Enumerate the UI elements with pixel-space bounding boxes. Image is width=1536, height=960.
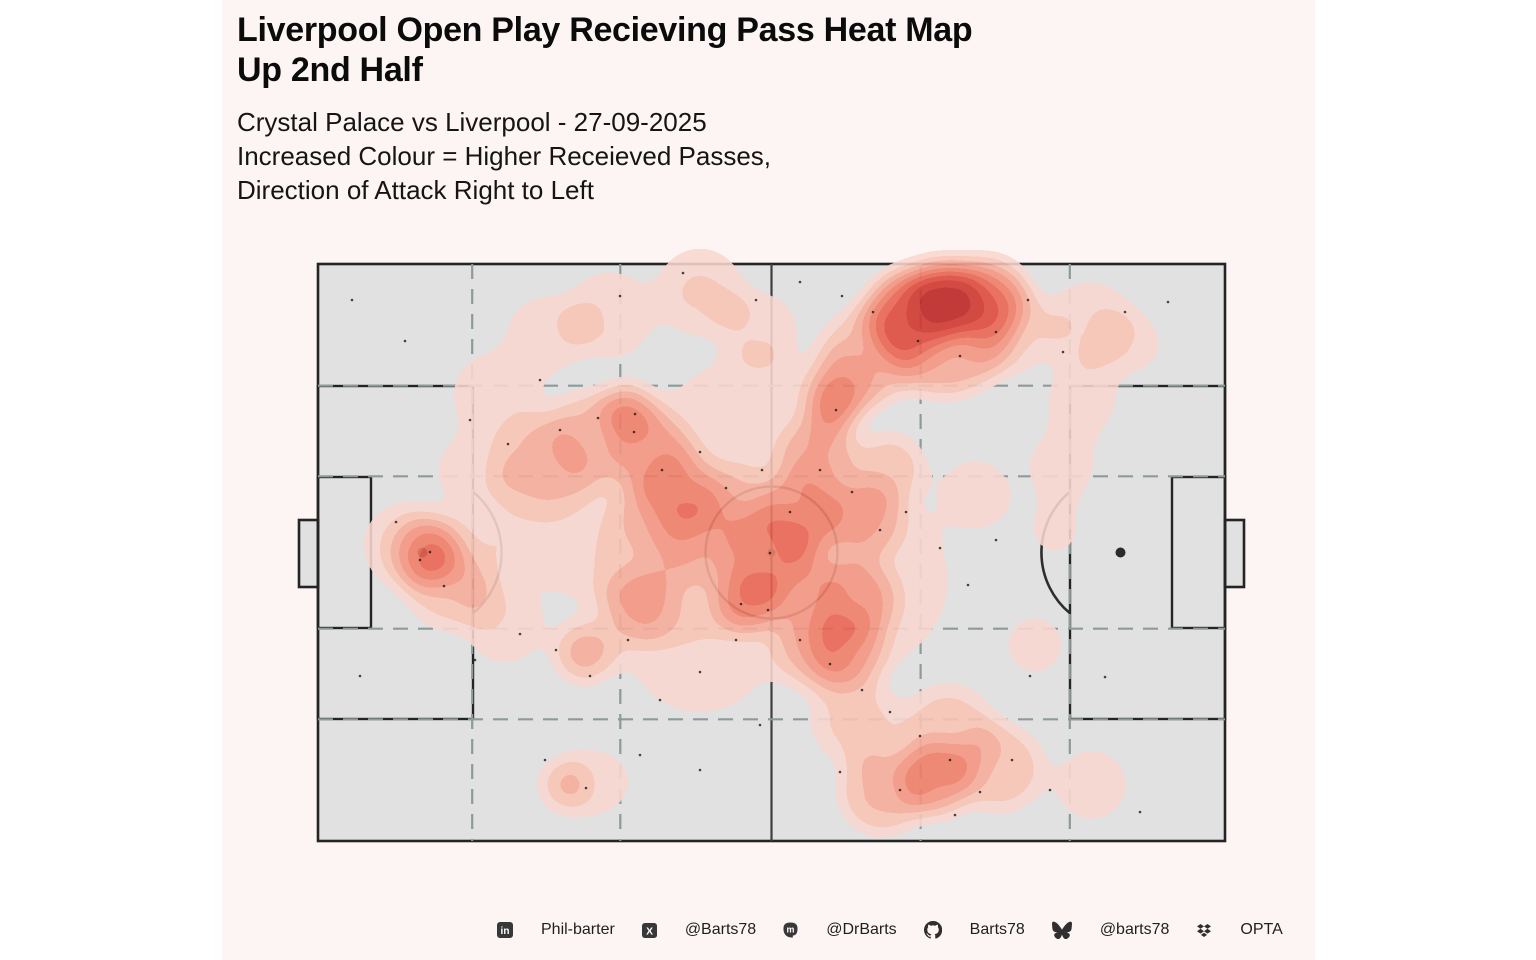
pass-receipt-points: [350, 271, 1170, 817]
subtitle-colour-note: Increased Colour = Higher Receieved Pass…: [237, 141, 772, 171]
goal-left: [297, 518, 320, 589]
bluesky-credit: @barts78: [1051, 921, 1170, 939]
kde-heat-layer: [360, 247, 1170, 834]
github-icon: [923, 921, 942, 939]
svg-text:X: X: [646, 926, 653, 937]
mastodon-credit: m @DrBarts: [783, 921, 897, 939]
svg-text:in: in: [501, 926, 510, 937]
chart-title-line-2: Up 2nd Half: [237, 51, 423, 89]
svg-text:m: m: [787, 924, 795, 934]
dropbox-icon: [1197, 923, 1212, 937]
x-handle: @Barts78: [684, 921, 757, 938]
subtitle-attack-direction: Direction of Attack Right to Left: [237, 175, 594, 205]
subtitle-match: Crystal Palace vs Liverpool - 27-09-2025: [237, 107, 707, 137]
chart-subtitle: Crystal Palace vs Liverpool - 27-09-2025…: [237, 105, 972, 207]
mastodon-handle: @DrBarts: [826, 921, 897, 938]
dropbox-credit: OPTA: [1196, 921, 1283, 939]
footer-credits: in Phil-barter X @Barts78 m @DrBarts Bar…: [497, 921, 1283, 939]
mastodon-icon: m: [783, 922, 798, 938]
chart-title-line-1: Liverpool Open Play Recieving Pass Heat …: [237, 11, 973, 49]
x-icon: X: [641, 922, 657, 938]
x-credit: X @Barts78: [641, 921, 757, 939]
data-provider: OPTA: [1240, 921, 1283, 938]
linkedin-credit: in Phil-barter: [497, 921, 615, 939]
linkedin-handle: Phil-barter: [541, 921, 615, 938]
bluesky-icon: [1051, 921, 1072, 939]
penalty-spot-right: [1115, 547, 1126, 558]
bluesky-handle: @barts78: [1099, 921, 1170, 938]
linkedin-icon: in: [497, 922, 513, 938]
header: Liverpool Open Play Recieving Pass Heat …: [237, 10, 973, 207]
goal-right: [1223, 518, 1246, 589]
github-handle: Barts78: [969, 921, 1025, 938]
github-credit: Barts78: [923, 921, 1025, 939]
